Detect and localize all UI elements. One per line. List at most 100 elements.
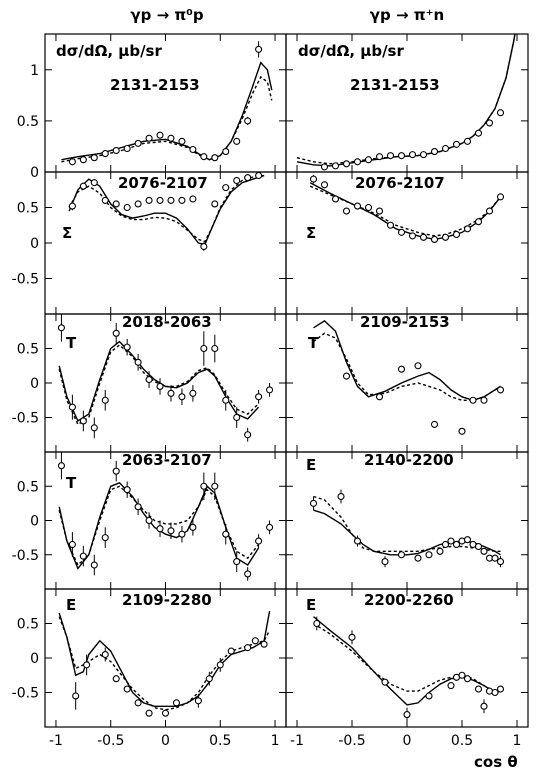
data-point bbox=[364, 156, 373, 164]
panel-frame bbox=[44, 313, 287, 453]
column-title-right: γp → π⁺n bbox=[369, 6, 445, 24]
data-point bbox=[123, 343, 131, 351]
panel-6: 2109-2153 T bbox=[285, 313, 529, 453]
panel-10: 2200-2260 E bbox=[285, 588, 529, 728]
data-point bbox=[79, 156, 87, 164]
data-point bbox=[496, 558, 505, 566]
y-tick-label: -0.5 bbox=[12, 411, 39, 427]
x-tick-label: 1 bbox=[271, 733, 280, 749]
x-tick-label: -1 bbox=[49, 733, 63, 749]
panel-4: 2076-2107 Σ bbox=[285, 171, 529, 315]
energy-range-label: 2131-2153 bbox=[350, 76, 440, 94]
model-curve-dashed bbox=[68, 174, 265, 243]
data-point bbox=[68, 158, 76, 166]
data-point bbox=[222, 396, 230, 404]
observable-label: T bbox=[308, 334, 319, 352]
y-tick-label: 0 bbox=[30, 165, 39, 181]
observable-label: dσ/dΩ, μb/sr bbox=[298, 42, 404, 60]
data-point bbox=[480, 396, 488, 404]
y-tick-label: 0.5 bbox=[17, 114, 39, 130]
data-point bbox=[463, 536, 472, 544]
data-point bbox=[79, 182, 87, 190]
x-tick-label: 0 bbox=[161, 733, 170, 749]
data-point bbox=[172, 699, 181, 707]
data-point bbox=[313, 619, 321, 628]
data-point bbox=[496, 685, 505, 693]
data-point bbox=[189, 195, 197, 203]
data-point bbox=[474, 685, 483, 693]
panel-3: -0.5 0 0.5 2076-2107 Σ bbox=[12, 171, 287, 315]
data-point bbox=[463, 137, 472, 145]
data-point bbox=[112, 329, 120, 337]
data-point bbox=[233, 558, 241, 566]
data-point bbox=[441, 540, 450, 549]
data-point bbox=[474, 542, 483, 551]
data-point bbox=[348, 633, 356, 641]
data-point bbox=[112, 467, 120, 475]
data-point bbox=[211, 154, 219, 162]
data-point bbox=[200, 482, 208, 490]
data-point bbox=[161, 709, 170, 717]
panel-2: 2131-2153 dσ/dΩ, μb/sr bbox=[285, 33, 529, 173]
data-point bbox=[145, 516, 153, 525]
data-point bbox=[469, 396, 477, 404]
y-tick-label: -0.5 bbox=[12, 686, 39, 702]
data-point bbox=[491, 554, 499, 562]
data-point bbox=[480, 547, 488, 555]
x-tick-label: -0.5 bbox=[97, 733, 124, 749]
data-point bbox=[156, 525, 164, 533]
y-tick-label: 0 bbox=[30, 236, 39, 252]
data-point bbox=[233, 413, 241, 422]
observable-label: E bbox=[306, 456, 316, 474]
data-point bbox=[309, 175, 318, 183]
data-point bbox=[331, 162, 340, 170]
data-point bbox=[216, 661, 224, 669]
observable-label: dσ/dΩ, μb/sr bbox=[56, 42, 162, 60]
data-point bbox=[145, 134, 153, 142]
data-point bbox=[419, 233, 428, 241]
panel-1: 0 0.5 1 2131-2153 dσ/dΩ, μb/sr bbox=[17, 33, 287, 181]
data-point bbox=[408, 232, 417, 240]
data-point bbox=[320, 181, 329, 189]
data-point bbox=[260, 640, 268, 648]
energy-range-label: 2076-2107 bbox=[355, 174, 445, 192]
data-point bbox=[211, 482, 219, 490]
data-point bbox=[101, 650, 109, 659]
data-point bbox=[419, 151, 428, 159]
data-point bbox=[414, 362, 422, 370]
panel-5: -0.5 0 0.5 2018-2063 T bbox=[12, 313, 287, 453]
observable-label: E bbox=[66, 596, 76, 614]
data-point bbox=[255, 45, 263, 53]
x-tick-label: -1 bbox=[290, 733, 304, 749]
data-point bbox=[397, 152, 406, 160]
data-point bbox=[425, 692, 433, 700]
data-point bbox=[244, 431, 252, 439]
data-point bbox=[353, 202, 362, 210]
data-point bbox=[474, 218, 483, 226]
data-point bbox=[353, 537, 362, 545]
panel-frame bbox=[44, 451, 287, 590]
data-point bbox=[112, 146, 120, 155]
data-point bbox=[266, 523, 274, 531]
data-point bbox=[145, 196, 153, 204]
data-point bbox=[178, 137, 186, 145]
data-point bbox=[244, 644, 252, 652]
data-point bbox=[90, 424, 98, 432]
y-tick-label: -0.5 bbox=[12, 548, 39, 564]
data-point bbox=[458, 671, 466, 679]
data-point bbox=[447, 537, 455, 545]
data-point bbox=[496, 193, 505, 201]
data-point bbox=[441, 144, 450, 153]
data-point bbox=[156, 196, 164, 204]
x-tick-label: 0.5 bbox=[209, 733, 231, 749]
data-point bbox=[167, 527, 175, 535]
data-point bbox=[255, 172, 263, 180]
data-point bbox=[408, 151, 417, 159]
y-tick-label: 0 bbox=[30, 376, 39, 392]
model-curve-dashed bbox=[313, 332, 501, 401]
data-point bbox=[123, 486, 131, 494]
data-point bbox=[145, 709, 153, 717]
data-point bbox=[205, 675, 213, 683]
data-point bbox=[244, 174, 252, 182]
data-point bbox=[134, 503, 142, 511]
